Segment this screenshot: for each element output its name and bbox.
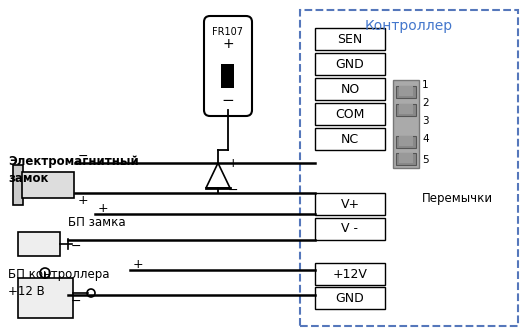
Text: SEN: SEN: [337, 32, 363, 45]
Text: +: +: [133, 258, 144, 271]
Bar: [396, 136, 416, 148]
Bar: [396, 153, 416, 165]
Text: −: −: [71, 295, 81, 308]
Bar: [315, 218, 385, 240]
Bar: [399, 86, 413, 96]
Text: БП контроллера
+12 В: БП контроллера +12 В: [8, 268, 109, 298]
Bar: [396, 86, 416, 98]
Text: +: +: [78, 193, 89, 206]
Bar: [396, 104, 416, 116]
Text: +: +: [228, 157, 238, 169]
Bar: [315, 28, 385, 50]
Text: Перемычки: Перемычки: [422, 191, 493, 204]
Text: −: −: [71, 239, 81, 253]
Text: БП замка: БП замка: [68, 215, 126, 228]
Text: +12V: +12V: [333, 268, 367, 281]
Circle shape: [40, 268, 50, 278]
FancyBboxPatch shape: [204, 16, 252, 116]
Bar: [315, 193, 385, 215]
Text: −: −: [78, 150, 89, 163]
Bar: [315, 53, 385, 75]
Text: COM: COM: [335, 108, 365, 121]
Bar: [18, 232, 60, 256]
Circle shape: [87, 289, 95, 297]
Bar: [18, 278, 73, 318]
Bar: [393, 80, 419, 168]
Bar: [315, 78, 385, 100]
Bar: [399, 136, 413, 146]
Text: Контроллер: Контроллер: [365, 19, 453, 33]
Text: 3: 3: [422, 116, 429, 126]
Bar: [399, 153, 413, 163]
Text: −: −: [228, 183, 238, 196]
Text: FR107: FR107: [212, 27, 243, 37]
Text: V -: V -: [342, 222, 359, 235]
Bar: [22, 172, 74, 198]
Bar: [399, 104, 413, 114]
Text: 5: 5: [422, 155, 429, 165]
Bar: [315, 263, 385, 285]
Text: NO: NO: [341, 82, 360, 96]
Bar: [315, 128, 385, 150]
Bar: [222, 64, 234, 88]
Bar: [315, 287, 385, 309]
Text: 2: 2: [422, 98, 429, 108]
Bar: [13, 165, 23, 205]
Text: GND: GND: [336, 292, 364, 305]
Polygon shape: [206, 163, 230, 188]
Text: GND: GND: [336, 57, 364, 70]
Text: NC: NC: [341, 133, 359, 146]
Text: +: +: [222, 37, 234, 51]
Text: V+: V+: [341, 197, 360, 210]
Text: −: −: [222, 93, 234, 108]
Text: Электромагнитный
замок: Электромагнитный замок: [8, 155, 139, 185]
Text: 1: 1: [422, 80, 429, 90]
Text: 4: 4: [422, 134, 429, 144]
Text: +: +: [98, 201, 109, 214]
Bar: [315, 103, 385, 125]
